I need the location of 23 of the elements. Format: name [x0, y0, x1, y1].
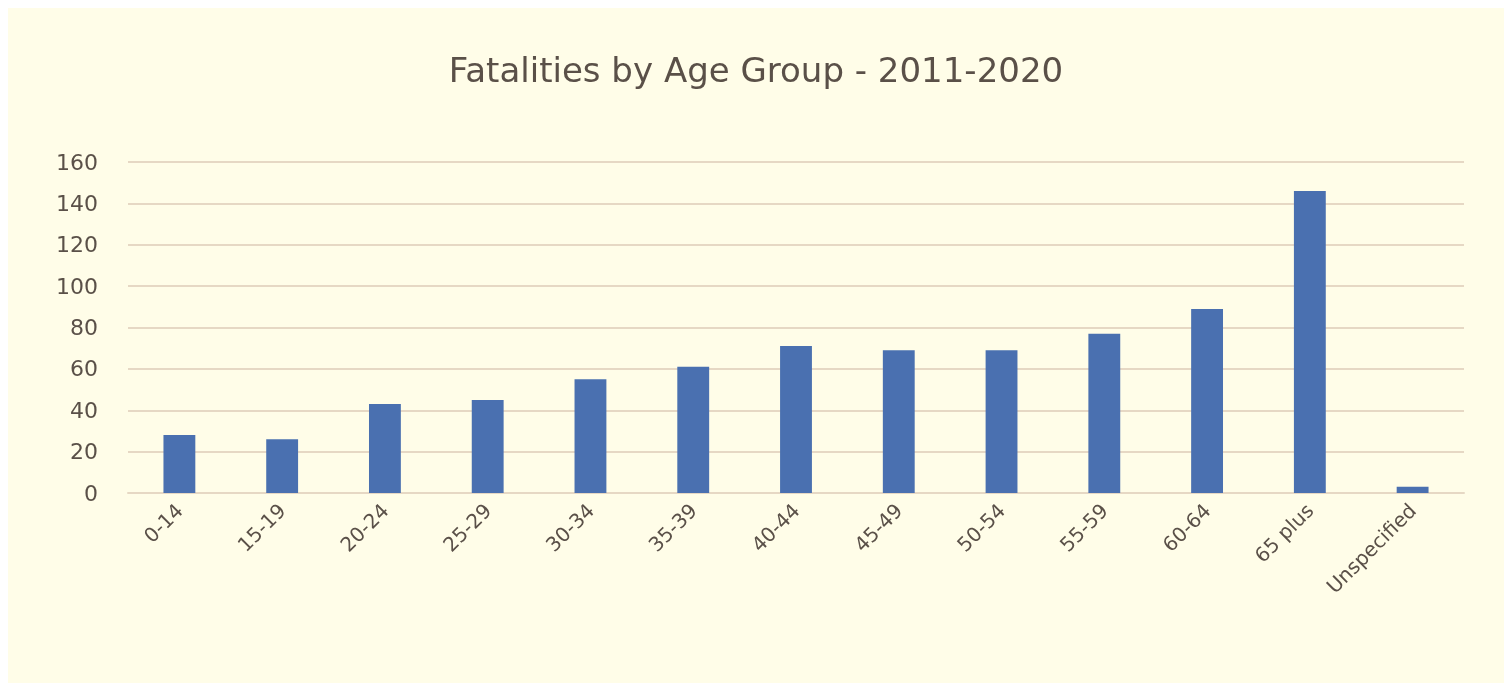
y-tick-label: 140 [56, 190, 98, 216]
bar [1396, 486, 1429, 493]
bar [1293, 190, 1326, 493]
bar [985, 350, 1018, 493]
bar [677, 366, 710, 493]
bar [780, 346, 812, 493]
bar [471, 399, 504, 493]
bar [1088, 333, 1121, 493]
bar [1191, 308, 1224, 493]
y-tick-label: 80 [70, 315, 98, 340]
bar [574, 379, 607, 493]
y-tick-label: 60 [70, 356, 98, 382]
bar [163, 435, 196, 493]
bar [266, 439, 299, 493]
y-tick-label: 0 [84, 480, 98, 506]
chart-title: Fatalities by Age Group - 2011-2020 [448, 50, 1064, 90]
y-tick-label: 40 [70, 397, 98, 423]
bar [882, 350, 915, 493]
y-tick-label: 100 [56, 273, 98, 299]
y-tick-label: 20 [70, 439, 98, 465]
y-tick-label: 120 [56, 232, 98, 258]
bar [368, 404, 401, 493]
y-tick-label: 160 [56, 149, 98, 175]
